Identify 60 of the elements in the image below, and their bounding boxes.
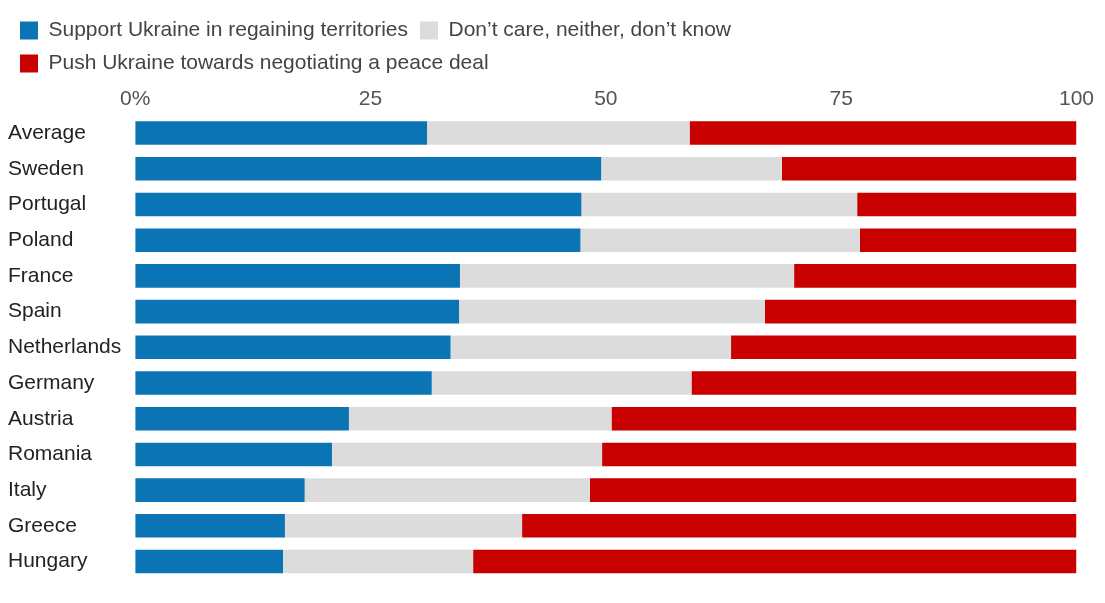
bar	[304, 478, 590, 502]
legend-label: Support Ukraine in regaining territories	[48, 17, 409, 41]
y-tick-label: Average	[8, 119, 86, 143]
bar	[431, 371, 692, 395]
x-tick-label: 50	[594, 86, 618, 110]
bar	[135, 192, 582, 217]
y-tick-label: Italy	[8, 476, 48, 500]
bar	[581, 192, 858, 217]
y-tick-label: Sweden	[8, 155, 84, 179]
bar	[135, 228, 581, 252]
bar	[135, 514, 285, 538]
bar	[691, 371, 1077, 395]
bar	[589, 478, 1077, 502]
bar	[731, 335, 1077, 360]
bar	[283, 549, 474, 574]
bar	[611, 406, 1077, 431]
bar	[135, 299, 460, 324]
y-tick-label: Poland	[8, 226, 74, 250]
legend-label: Push Ukraine towards negotiating a peace deal	[48, 50, 489, 74]
bar	[331, 442, 603, 467]
y-tick-label: France	[8, 262, 74, 286]
y-tick-label: Portugal	[8, 191, 87, 215]
bar	[135, 371, 432, 395]
bar	[284, 514, 523, 538]
bar	[135, 156, 602, 181]
y-tick-label: Austria	[8, 405, 74, 429]
x-tick-label: 25	[358, 86, 383, 110]
bar	[459, 299, 765, 324]
bar	[450, 335, 732, 360]
bar	[135, 406, 349, 431]
legend-label: Don’t care, neither, don’t know	[448, 17, 732, 41]
x-tick-label: 75	[829, 86, 853, 110]
bar	[602, 442, 1077, 467]
x-tick-label: 0%	[120, 86, 151, 110]
bar	[689, 121, 1077, 145]
bar	[522, 514, 1077, 538]
bar	[135, 335, 451, 360]
bar	[348, 406, 612, 431]
bar	[459, 264, 795, 288]
y-tick-label: Spain	[8, 298, 62, 322]
bar	[135, 264, 460, 288]
bar	[135, 549, 284, 574]
bar	[135, 478, 305, 502]
bar	[473, 549, 1077, 574]
y-tick-label: Germany	[8, 369, 95, 393]
bar	[580, 228, 860, 252]
bar	[859, 228, 1077, 252]
y-tick-label: Hungary	[8, 548, 88, 572]
bar	[781, 156, 1077, 181]
bar	[135, 442, 332, 467]
x-tick-label: 100	[1058, 86, 1094, 110]
bar	[857, 192, 1077, 217]
y-tick-label: Romania	[8, 441, 93, 465]
y-tick-label: Greece	[8, 512, 77, 536]
y-tick-label: Netherlands	[8, 334, 122, 358]
bar	[427, 121, 690, 145]
bar	[601, 156, 782, 181]
bar	[764, 299, 1077, 324]
bar	[135, 121, 428, 145]
bar	[794, 264, 1077, 288]
